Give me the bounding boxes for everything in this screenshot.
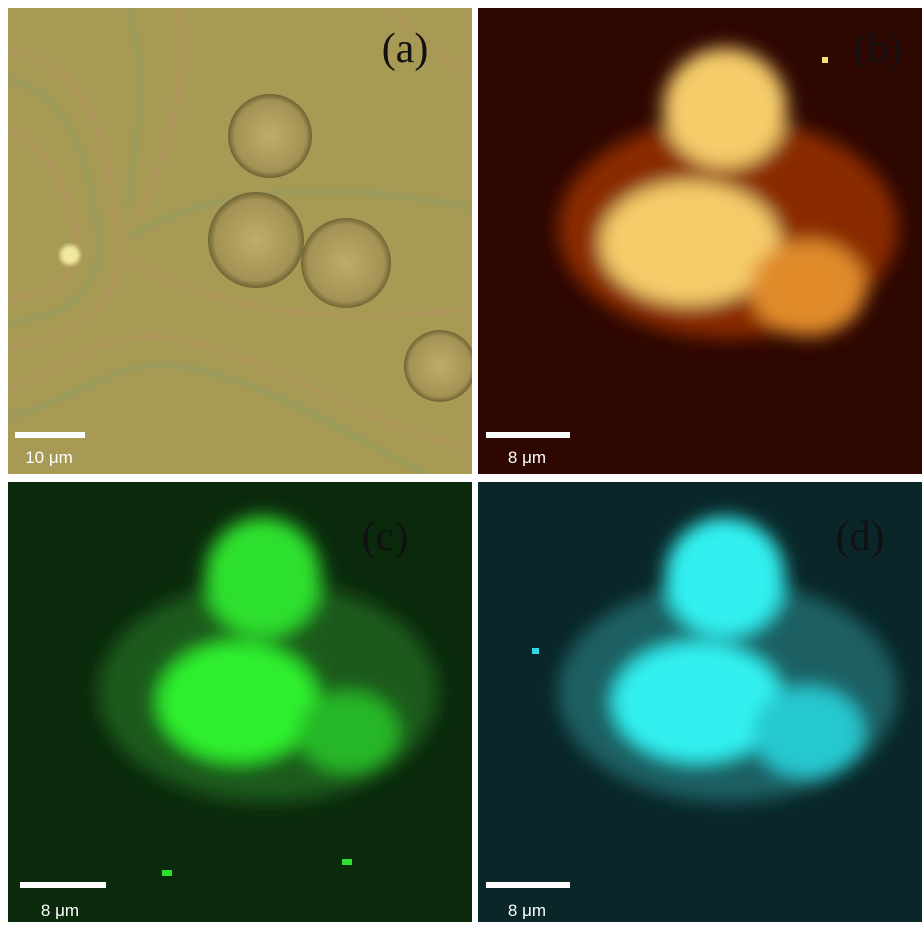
scale-bar-label: 10 μm — [25, 448, 73, 467]
scale-bar-label: 8 μm — [508, 448, 546, 467]
panel-label: (a) — [382, 26, 429, 72]
scale-bar-label: 8 μm — [508, 901, 546, 920]
scale-bar-label: 8 μm — [41, 901, 79, 920]
panel-label: (c) — [362, 514, 409, 560]
panel-a — [8, 8, 476, 474]
panel-label: (d) — [836, 514, 885, 560]
panel-label: (b) — [854, 26, 903, 72]
figure: (a) (b) (c) (d) 10 μm 8 μm 8 μm 8 μm — [0, 0, 922, 922]
panel-b — [478, 8, 922, 474]
